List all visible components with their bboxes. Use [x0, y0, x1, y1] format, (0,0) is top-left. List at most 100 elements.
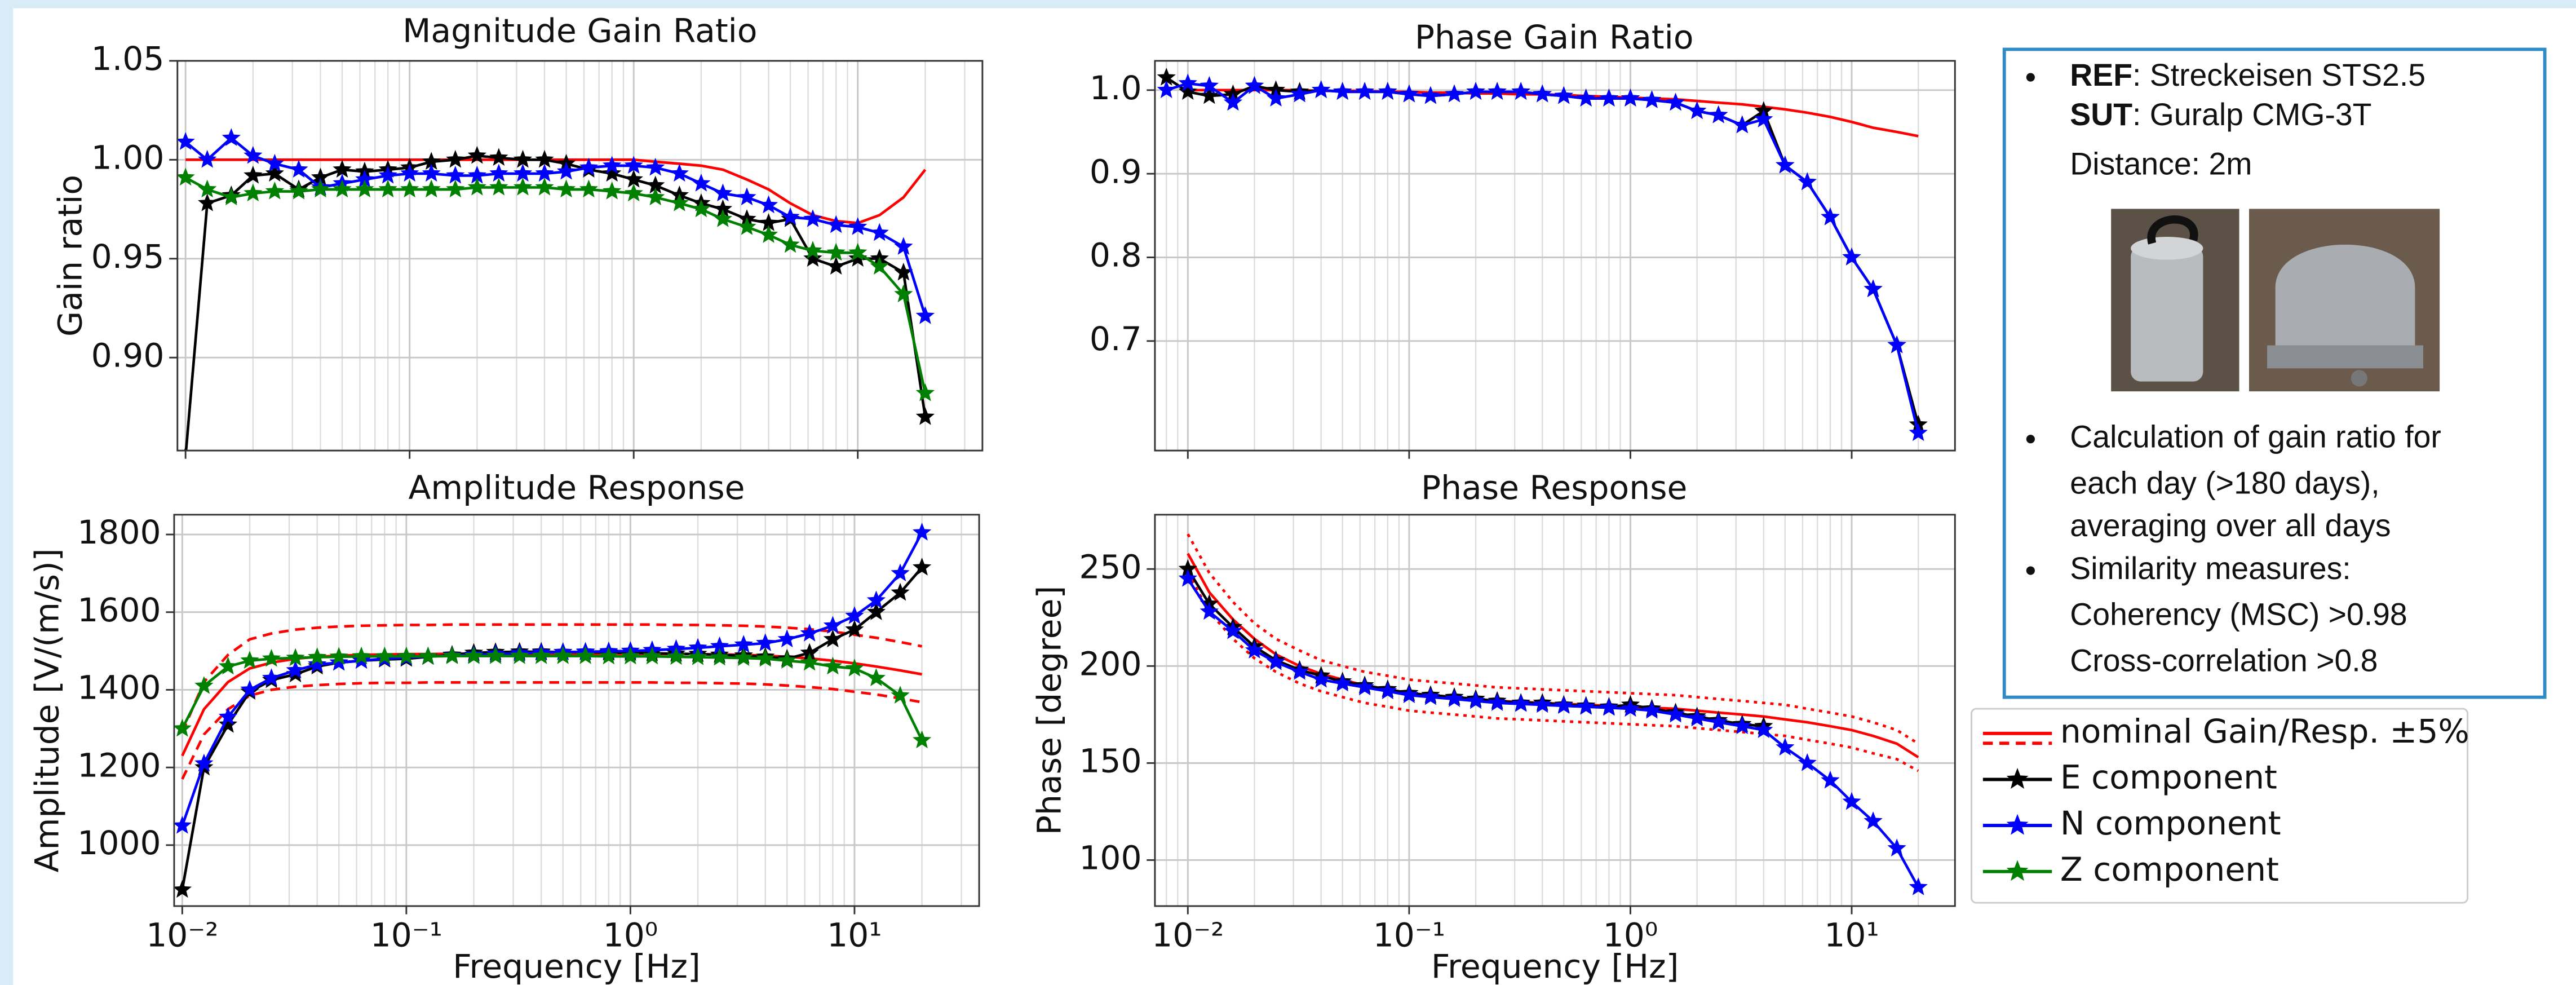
data-point: [781, 207, 800, 226]
data-point: [826, 257, 846, 275]
data-point: [486, 646, 505, 664]
data-point: [198, 149, 217, 168]
data-point: [265, 164, 284, 182]
data-point: [446, 179, 465, 198]
legend-label: N component: [2060, 804, 2281, 842]
y-tick-label: 1800: [77, 513, 161, 551]
data-point: [1798, 172, 1817, 191]
note-text: : Streckeisen STS2.5: [2132, 58, 2425, 92]
data-point: [1223, 621, 1243, 639]
data-point: [756, 633, 775, 651]
data-point: [194, 753, 214, 772]
data-point: [800, 652, 819, 671]
data-point: [823, 656, 843, 675]
data-point: [576, 646, 595, 664]
note-text: Calculation of gain ratio for: [2070, 419, 2441, 454]
series-line: [184, 136, 927, 317]
data-point: [174, 880, 192, 898]
data-point: [1577, 89, 1596, 107]
legend-label: Z component: [2060, 850, 2279, 889]
y-tick-label: 0.8: [1090, 236, 1142, 275]
data-point: [1445, 689, 1464, 707]
data-point: [1577, 697, 1596, 715]
series-line: [181, 681, 922, 780]
data-point: [1157, 68, 1176, 86]
data-point: [329, 652, 348, 671]
data-point: [262, 668, 281, 686]
data-point: [174, 718, 192, 737]
note-line: SUT: Guralp CMG-3T: [2070, 97, 2371, 132]
data-point: [446, 165, 465, 184]
data-point: [866, 668, 886, 686]
photo-sut-dome: [2275, 244, 2415, 362]
data-point: [670, 193, 689, 211]
chart: 10⁻² 10⁻¹ 10⁰ 10¹ 1000 1200 1400 1600 1800 Amplit…: [28, 469, 980, 985]
data-point: [244, 165, 263, 184]
data-point: [1290, 84, 1309, 103]
data-point: [174, 815, 192, 834]
series-line: [185, 176, 927, 394]
data-point: [891, 563, 910, 582]
data-point: [378, 165, 397, 184]
data-point: [1488, 693, 1507, 711]
legend-marker: [2006, 768, 2029, 789]
data-point: [848, 217, 867, 235]
data-point: [1621, 699, 1640, 717]
data-point: [777, 651, 796, 669]
legend-entry: N component: [1982, 804, 2281, 842]
data-point: [1400, 84, 1419, 103]
data-point: [1842, 792, 1861, 810]
data-point: [489, 164, 508, 182]
data-point: [218, 714, 238, 733]
y-tick-label: 1400: [77, 669, 161, 707]
y-tick-label: 0.90: [91, 336, 165, 374]
x-tick-label: 10⁻¹: [1373, 916, 1445, 955]
data-point: [1466, 82, 1485, 100]
data-point: [1355, 677, 1374, 696]
data-point: [845, 659, 864, 677]
note-key: SUT: [2070, 97, 2132, 132]
note-line: Coherency (MSC) >0.98: [2070, 597, 2407, 631]
legend-entry: Z component: [1982, 850, 2279, 889]
data-point: [1488, 82, 1507, 100]
data-point: [803, 241, 822, 259]
photo-ref-cable: [2147, 215, 2198, 245]
series-line: [181, 655, 923, 741]
data-point: [670, 164, 689, 182]
data-point: [1909, 877, 1928, 895]
note-text: Distance: 2m: [2070, 146, 2252, 181]
data-point: [467, 165, 486, 184]
data-point: [1687, 101, 1707, 120]
x-tick-label: 10⁻²: [146, 916, 218, 955]
data-point: [198, 193, 217, 211]
data-point: [1178, 82, 1197, 100]
data-point: [803, 249, 822, 267]
data-point: [177, 167, 195, 186]
data-point: [1200, 602, 1219, 620]
data-point: [848, 242, 867, 261]
data-point: [603, 156, 622, 174]
data-point: [891, 582, 910, 601]
data-point: [218, 656, 238, 675]
data-point: [1266, 652, 1286, 670]
data-point: [646, 187, 665, 206]
data-point: [1709, 712, 1728, 731]
y-tick-label: 1.05: [91, 39, 165, 78]
data-point: [1621, 89, 1640, 107]
data-point: [513, 177, 533, 196]
data-point: [1445, 84, 1464, 103]
plot-area: [177, 60, 982, 451]
data-point: [198, 179, 217, 198]
data-point: [692, 173, 711, 192]
data-point: [289, 181, 308, 200]
legend-marker: [2006, 814, 2029, 835]
plot-area: [1154, 514, 1955, 907]
data-point: [418, 646, 438, 665]
data-point: [1909, 423, 1928, 441]
data-point: [1157, 80, 1176, 98]
data-point: [1355, 82, 1374, 100]
data-point: [1178, 73, 1197, 92]
data-point: [1333, 82, 1352, 100]
data-point: [710, 636, 729, 655]
